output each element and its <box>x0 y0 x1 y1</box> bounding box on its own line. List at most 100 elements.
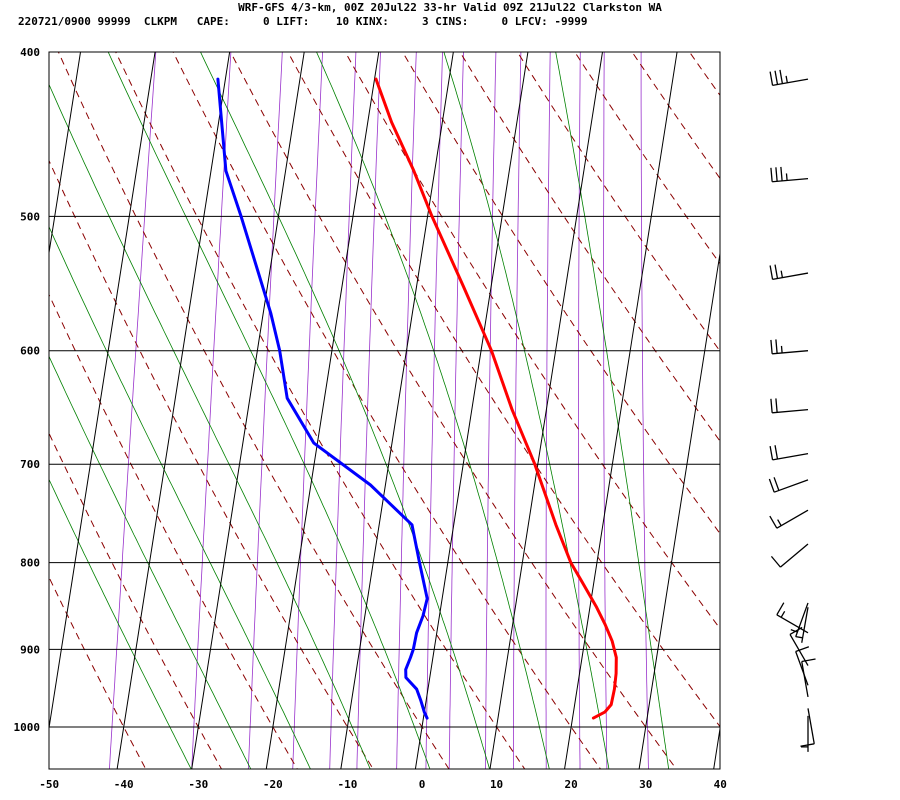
mixing-ratio-line <box>247 52 283 769</box>
wind-barb <box>769 445 809 461</box>
x-tick-label: -40 <box>114 778 134 791</box>
barb-full-flag <box>770 398 773 413</box>
mixing-ratio-line <box>578 52 581 769</box>
barb-full-flag <box>770 339 773 354</box>
wind-barb <box>801 658 816 698</box>
isotherm <box>564 52 678 769</box>
moist-adiabat <box>49 355 252 769</box>
dry-adiabat <box>115 52 526 769</box>
barb-full-flag <box>769 71 774 86</box>
sounding-indices-line: 220721/0900 99999 CLKPM CAPE: 0 LIFT: 10… <box>18 15 588 28</box>
moist-adiabat <box>316 52 550 769</box>
dry-adiabat <box>890 14 900 770</box>
isotherm <box>0 14 12 770</box>
dry-adiabat <box>720 14 900 770</box>
barb-full-flag <box>775 167 778 182</box>
x-tick-label: 10 <box>490 778 503 791</box>
wind-barb <box>769 509 809 529</box>
mixing-ratio-line <box>513 52 522 769</box>
moist-adiabat <box>200 52 490 769</box>
chart-title: WRF-GFS 4/3-km, 00Z 20Jul22 33-hr Valid … <box>238 1 662 14</box>
barb-shaft <box>780 543 809 568</box>
mixing-ratio-line <box>292 52 324 769</box>
barb-shaft <box>795 602 809 637</box>
isotherm <box>49 52 156 732</box>
y-tick-label: 700 <box>20 458 40 471</box>
wind-barb <box>769 69 809 87</box>
dry-adiabat <box>49 293 298 769</box>
x-tick-label: -20 <box>263 778 283 791</box>
y-tick-label: 400 <box>20 46 40 59</box>
barb-half-flag <box>785 173 788 181</box>
dry-adiabat <box>49 432 223 769</box>
barb-full-flag <box>801 658 816 663</box>
barb-shaft <box>801 661 809 698</box>
barb-shaft <box>773 479 809 493</box>
x-tick-label: 30 <box>639 778 652 791</box>
barb-shaft <box>772 350 809 355</box>
barb-shaft <box>772 177 809 183</box>
barb-full-flag <box>770 167 773 182</box>
barb-full-flag <box>780 166 783 181</box>
mixing-ratio-line <box>329 52 357 769</box>
mixing-ratio-line <box>640 52 649 769</box>
axis-tick-labels: -50 -40 -30 -20 -10 0 10 20 30 40 400 500 600 700 800 9… <box>14 46 727 791</box>
barb-half-flag <box>780 270 784 278</box>
dry-adiabat <box>344 52 720 630</box>
temperature-profile-line <box>374 77 618 720</box>
barb-full-flag <box>769 515 778 529</box>
mixing-ratio-line <box>545 52 551 769</box>
wind-barb <box>770 398 809 414</box>
isotherm <box>49 52 82 256</box>
barb-full-flag <box>789 626 803 635</box>
barb-full-flag <box>776 602 785 616</box>
wind-barb <box>770 166 809 183</box>
moist-adiabat <box>443 52 610 769</box>
barb-shaft <box>776 509 809 529</box>
dry-adiabats <box>49 14 900 770</box>
dry-adiabat <box>229 52 677 769</box>
sounding-profiles <box>216 77 618 720</box>
wind-barb <box>795 607 809 643</box>
barb-half-flag <box>777 519 782 526</box>
dry-adiabat <box>49 576 147 769</box>
x-tick-label: 20 <box>565 778 578 791</box>
moist-adiabat <box>49 225 311 769</box>
isotherm-isobar-grid <box>0 14 720 770</box>
isotherm <box>414 52 529 769</box>
dry-adiabat <box>574 52 720 265</box>
barb-half-flag <box>790 629 798 633</box>
dry-adiabat <box>402 52 720 535</box>
dry-adiabat <box>57 52 450 769</box>
x-tick-label: -50 <box>39 778 59 791</box>
wind-barb <box>790 602 809 637</box>
mixing-ratio-lines <box>109 52 649 769</box>
moist-adiabats <box>49 52 670 769</box>
mixing-ratio-line <box>448 52 464 769</box>
barb-half-flag <box>785 75 788 83</box>
barb-full-flag <box>769 446 774 461</box>
x-tick-label: -30 <box>188 778 208 791</box>
wind-barb <box>801 715 809 752</box>
barb-full-flag <box>773 477 780 491</box>
barb-shaft <box>772 409 809 414</box>
dry-adiabat <box>777 14 900 770</box>
isotherm <box>116 52 231 769</box>
barb-full-flag <box>769 265 774 280</box>
mixing-ratio-line <box>396 52 417 769</box>
wind-barb <box>768 477 809 493</box>
y-tick-label: 1000 <box>14 721 41 734</box>
barb-half-flag <box>780 345 783 354</box>
x-tick-label: 40 <box>714 778 727 791</box>
dry-adiabat <box>833 14 900 770</box>
mixing-ratio-line <box>109 52 157 769</box>
dry-adiabat <box>287 52 720 728</box>
x-tick-label: 0 <box>419 778 426 791</box>
barb-shaft <box>807 708 815 744</box>
wind-barb <box>769 264 809 280</box>
barb-full-flag <box>774 445 779 460</box>
barb-shaft <box>772 272 809 280</box>
plot-frame <box>48 51 721 770</box>
wind-barb <box>776 602 809 634</box>
